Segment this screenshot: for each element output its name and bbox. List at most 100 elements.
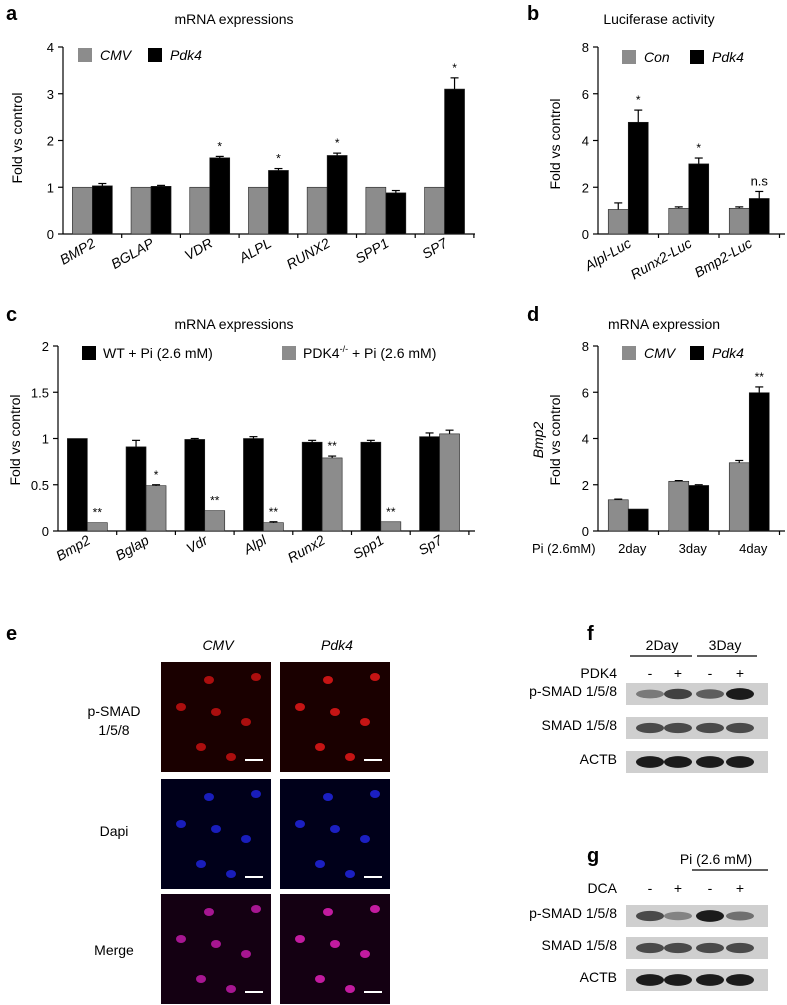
nucleus <box>315 860 325 868</box>
significance-marker: * <box>335 136 340 150</box>
significance-marker: ** <box>269 505 279 519</box>
lane-sign: - <box>708 880 713 896</box>
category-label: SP7 <box>419 234 451 262</box>
lane-sign: - <box>708 665 713 681</box>
significance-marker: * <box>452 61 457 75</box>
category-label: Sp7 <box>415 531 446 558</box>
bar-pdk4-2day <box>627 508 649 532</box>
nucleus <box>251 790 261 798</box>
category-label: 2day <box>618 541 647 556</box>
micrograph-tile <box>280 662 390 772</box>
bar-cmv-3day <box>668 480 690 532</box>
blot-band <box>636 756 664 768</box>
panel-g-header: Pi (2.6 mM) <box>680 851 752 867</box>
blot-band <box>696 942 724 954</box>
blot-band <box>636 722 664 734</box>
panel-a-title: mRNA expressions <box>174 11 293 27</box>
y-tick-label: 2 <box>582 180 589 195</box>
nucleus <box>211 940 221 948</box>
nucleus <box>241 718 251 726</box>
significance-marker: ** <box>327 439 337 453</box>
category-label: VDR <box>182 235 216 264</box>
panel-e-col-pdk4: Pdk4 <box>321 637 353 653</box>
bar-pdk4-/--sp7 <box>439 433 460 532</box>
category-label: SPP1 <box>352 235 391 267</box>
blot-row-label: ACTB <box>580 969 617 985</box>
panel-d-xprefix: Pi (2.6mM) <box>532 541 596 556</box>
lane-sign: + <box>674 880 682 896</box>
panel-letter-d: d <box>527 304 539 326</box>
lane-sign: + <box>736 880 744 896</box>
significance-marker: ** <box>93 506 103 520</box>
legend-label-pdk4-d: Pdk4 <box>712 345 744 361</box>
nucleus <box>295 703 305 711</box>
legend-swatch-con <box>622 50 636 64</box>
category-label: Runx2 <box>285 532 328 566</box>
panel-e-row-psmad-2: 1/5/8 <box>98 722 129 738</box>
nucleus <box>176 935 186 943</box>
legend-label-pdk4-ko: PDK4-/- + Pi (2.6 mM) <box>303 344 436 361</box>
bar-cmv-runx2 <box>306 186 328 235</box>
blot-band <box>696 910 724 922</box>
legend-swatch-cmv-d <box>622 346 636 360</box>
y-tick-label: 2 <box>42 339 49 354</box>
nucleus <box>226 870 236 878</box>
blot-band <box>664 942 692 954</box>
blot-band <box>664 688 692 700</box>
panel-e-col-cmv: CMV <box>202 637 235 653</box>
nucleus <box>204 908 214 916</box>
y-tick-label: 6 <box>582 385 589 400</box>
nucleus <box>251 905 261 913</box>
nucleus <box>211 708 221 716</box>
significance-marker: * <box>154 468 159 482</box>
bar-cmv-bglap <box>130 186 152 235</box>
category-label: Spp1 <box>350 532 386 562</box>
panel-a-ylabel: Fold vs control <box>9 92 25 183</box>
nucleus <box>204 676 214 684</box>
nucleus <box>323 793 333 801</box>
significance-marker: * <box>696 141 701 155</box>
y-tick-label: 0 <box>42 524 49 539</box>
y-tick-label: 0 <box>582 227 589 242</box>
blot-row-label: ACTB <box>580 751 617 767</box>
nucleus <box>323 908 333 916</box>
chart-panel-a: 0 1 2 3 4 BMP2 BGLAP * VDR * ALPL * RUNX2 SPP1 * SP7 <box>47 40 475 272</box>
micrograph-tile <box>161 894 271 1004</box>
bar-pdk4-bmp2-luc <box>748 198 770 235</box>
bar-cmv-vdr <box>189 186 211 235</box>
nucleus <box>315 975 325 983</box>
y-tick-label: 0.5 <box>31 478 49 493</box>
micrograph-tile <box>280 779 390 889</box>
bar-pdk4-runx2-luc <box>688 163 710 235</box>
chart-panel-d: 0 2 4 6 8 2day 3day ** 4day <box>582 339 785 556</box>
significance-marker: ** <box>755 370 765 384</box>
nucleus <box>241 950 251 958</box>
nucleus <box>196 743 206 751</box>
panel-letter-f: f <box>587 623 594 645</box>
nucleus <box>211 825 221 833</box>
bar-pdk4-sp7 <box>444 88 465 235</box>
nucleus <box>330 825 340 833</box>
y-tick-label: 1 <box>42 432 49 447</box>
micrograph-tile <box>161 662 271 772</box>
blot-band <box>636 942 664 954</box>
microscopy-grid <box>161 662 390 1004</box>
panel-letter-e: e <box>6 623 17 645</box>
bar-cmv-spp1 <box>365 186 387 235</box>
significance-marker: n.s <box>751 173 769 188</box>
legend-swatch-cmv <box>78 48 92 62</box>
bar-cmv-alpl <box>248 186 269 235</box>
nucleus <box>241 835 251 843</box>
nucleus <box>226 753 236 761</box>
bar-pdk4-bglap <box>150 186 172 235</box>
lane-sign: - <box>648 880 653 896</box>
micrograph-tile <box>161 779 271 889</box>
panel-letter-c: c <box>6 304 17 326</box>
nucleus <box>295 820 305 828</box>
category-label: Bmp2-Luc <box>691 235 754 281</box>
blot-band <box>726 756 754 768</box>
legend-swatch-pdk4-b <box>690 50 704 64</box>
y-tick-label: 3 <box>47 87 54 102</box>
panel-f-blot: - + - + p-SMAD 1/5/8 SMAD 1/5/8 ACTB <box>529 665 768 773</box>
nucleus <box>360 950 370 958</box>
